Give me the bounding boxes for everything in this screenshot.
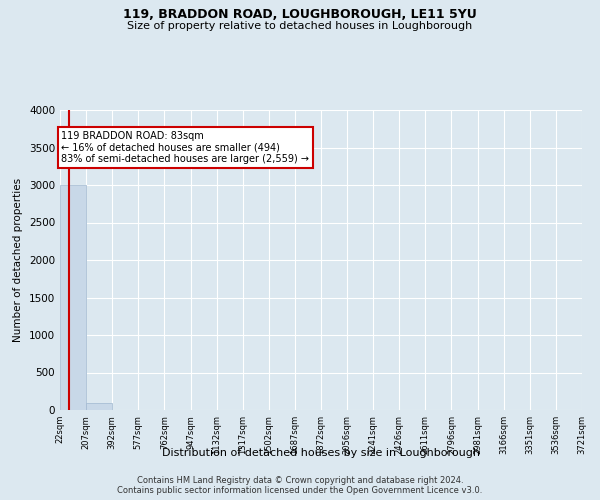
Text: 119 BRADDON ROAD: 83sqm
← 16% of detached houses are smaller (494)
83% of semi-d: 119 BRADDON ROAD: 83sqm ← 16% of detache… (61, 131, 310, 164)
Y-axis label: Number of detached properties: Number of detached properties (13, 178, 23, 342)
Text: Contains HM Land Registry data © Crown copyright and database right 2024.
Contai: Contains HM Land Registry data © Crown c… (118, 476, 482, 495)
Bar (86, 402, 112, 410)
Text: Distribution of detached houses by size in Loughborough: Distribution of detached houses by size … (162, 448, 480, 458)
Bar (60, 185, 86, 410)
Text: Size of property relative to detached houses in Loughborough: Size of property relative to detached ho… (127, 21, 473, 31)
Text: 119, BRADDON ROAD, LOUGHBOROUGH, LE11 5YU: 119, BRADDON ROAD, LOUGHBOROUGH, LE11 5Y… (123, 8, 477, 20)
